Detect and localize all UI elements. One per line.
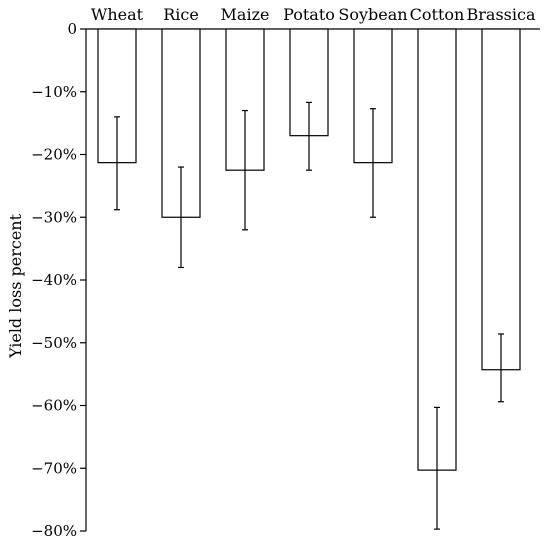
y-tick-label: −10% <box>31 83 77 101</box>
y-ticks: 0 −10% −20% −30% −40% −50% −60% −70% −80% <box>31 20 86 540</box>
category-label-maize: Maize <box>221 5 270 24</box>
category-label-soybean: Soybean <box>338 5 407 24</box>
category-label-cotton: Cotton <box>410 5 465 24</box>
y-tick-label: −80% <box>31 522 77 540</box>
y-axis-label: Yield loss percent <box>6 213 25 359</box>
y-tick-label: −70% <box>31 459 77 477</box>
category-labels: Wheat Rice Maize Potato Soybean Cotton Brassic… <box>91 5 536 24</box>
y-tick-label: −60% <box>31 397 77 415</box>
y-tick-label: 0 <box>67 20 77 38</box>
y-tick-label: −20% <box>31 146 77 164</box>
category-label-rice: Rice <box>163 5 199 24</box>
bars <box>97 28 521 530</box>
y-tick-label: −50% <box>31 334 77 352</box>
y-tick-label: −30% <box>31 208 77 226</box>
category-label-wheat: Wheat <box>91 5 144 24</box>
y-axis: 0 −10% −20% −30% −40% −50% −60% −70% −80% Yield … <box>6 20 87 540</box>
category-label-potato: Potato <box>283 5 335 24</box>
bar-brassica <box>481 28 521 371</box>
bar-cotton <box>417 28 457 471</box>
category-label-brassica: Brassica <box>467 5 536 24</box>
y-tick-label: −40% <box>31 271 77 289</box>
